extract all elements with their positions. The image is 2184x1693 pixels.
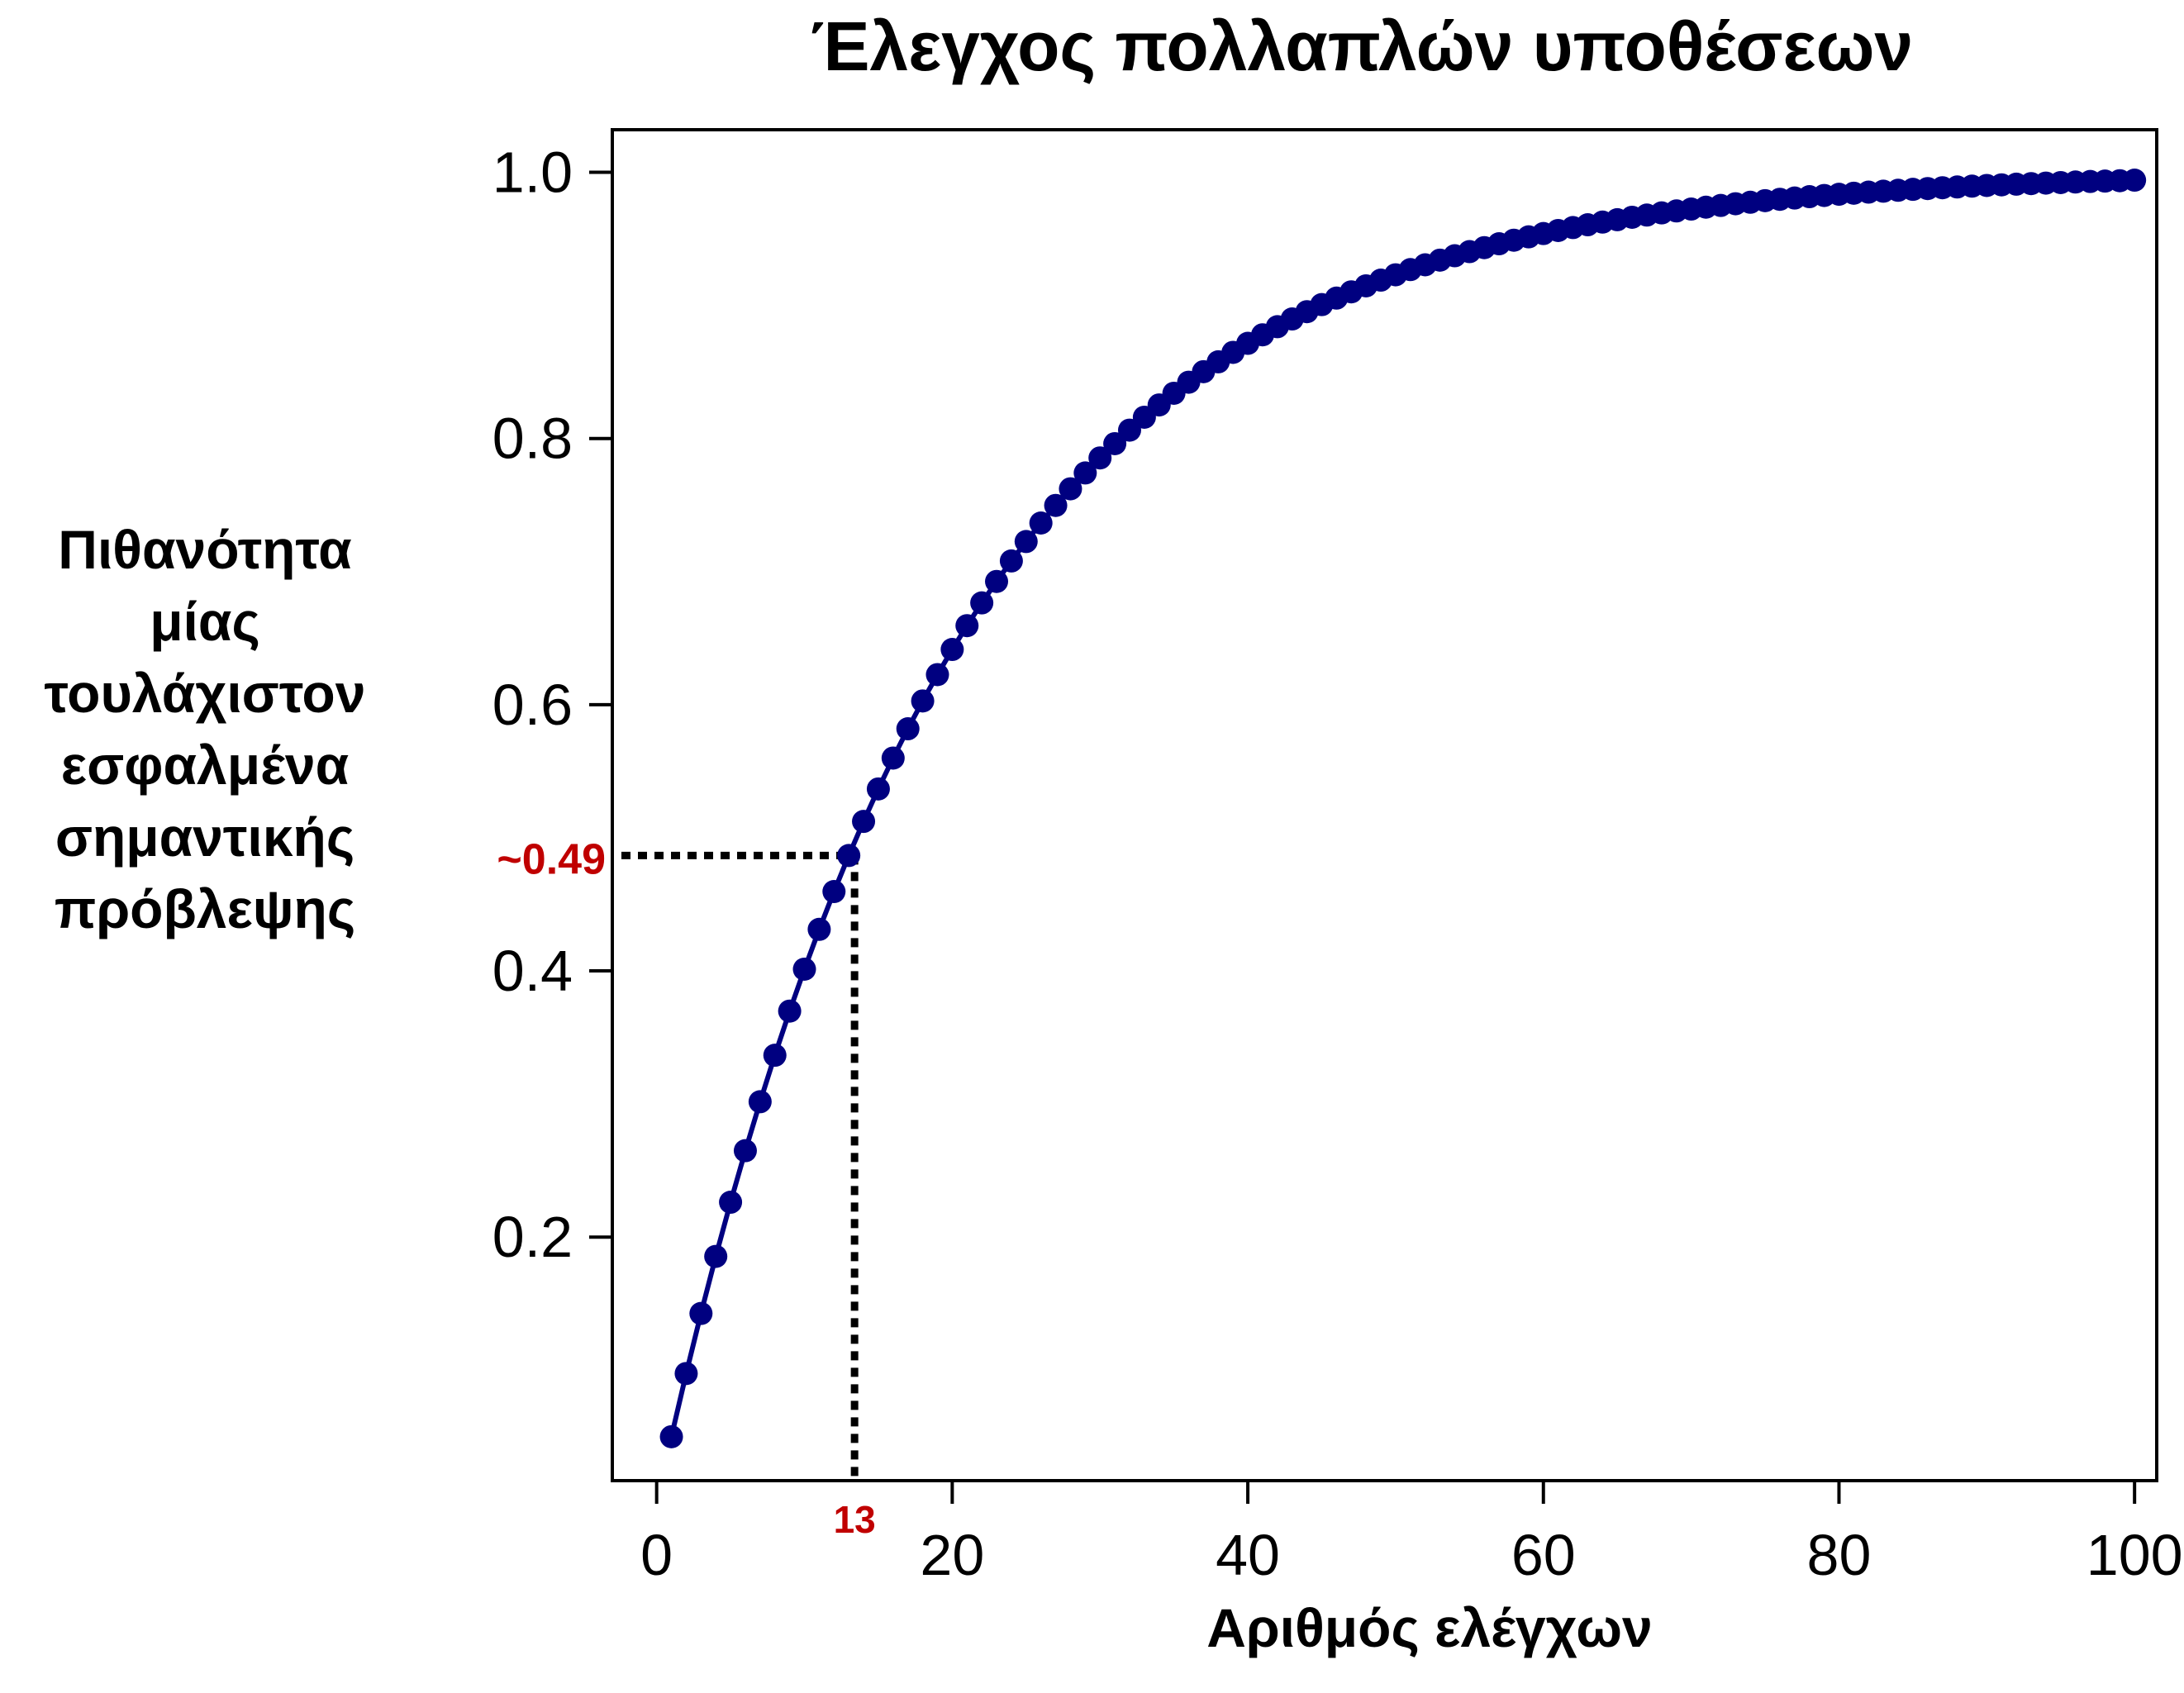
y-axis-label-line: Πιθανότητα	[58, 519, 351, 580]
threshold-annotation: ~0.49 13	[497, 835, 875, 1541]
data-point	[2123, 169, 2147, 193]
x-tick-label: 60	[1511, 1523, 1576, 1587]
data-point	[881, 746, 905, 770]
y-tick-label: 1.0	[492, 140, 573, 205]
y-tick-label: 0.4	[492, 939, 573, 1003]
y-tick-label: 0.8	[492, 407, 573, 471]
y-axis-label-line: πρόβλεψης	[55, 878, 355, 939]
y-tick-label: 0.2	[492, 1205, 573, 1269]
data-point	[822, 880, 846, 904]
data-point	[1088, 446, 1112, 470]
data-series	[659, 169, 2147, 1448]
y-axis-label-line: μίας	[150, 591, 260, 652]
data-point	[999, 549, 1023, 573]
data-point	[837, 844, 861, 868]
y-axis-label: Πιθανότητα μίας τουλάχιστον εσφαλμένα σημαντ…	[45, 519, 366, 939]
data-point	[778, 999, 802, 1023]
data-point	[689, 1301, 713, 1325]
y-tick-label: 0.6	[492, 673, 573, 737]
annotation-x-label: 13	[834, 1498, 876, 1541]
data-point	[970, 591, 994, 615]
data-point	[896, 717, 920, 741]
data-point	[792, 957, 816, 981]
data-point	[659, 1424, 683, 1448]
chart-title: Έλεγχος πολλαπλών υποθέσεων	[811, 7, 1913, 85]
y-axis-label-line: εσφαλμένα	[61, 735, 349, 796]
data-point	[955, 614, 979, 638]
data-point	[866, 777, 890, 801]
data-point	[1103, 431, 1127, 455]
y-axis-label-line: τουλάχιστον	[45, 663, 366, 724]
data-point	[719, 1191, 743, 1215]
x-tick-label: 80	[1807, 1523, 1872, 1587]
series-line	[669, 178, 2135, 1438]
data-point	[748, 1090, 772, 1114]
x-tick-label: 40	[1216, 1523, 1280, 1587]
x-axis: 0 20 40 60 80 100	[640, 1481, 2183, 1587]
annotation-y-label: ~0.49	[497, 835, 606, 883]
data-point	[704, 1244, 728, 1268]
data-point	[1029, 511, 1053, 535]
data-point	[985, 569, 1009, 593]
data-point	[925, 663, 949, 687]
x-tick-label: 20	[920, 1523, 984, 1587]
x-axis-label: Αριθμός ελέγχων	[1206, 1597, 1652, 1658]
data-point	[733, 1139, 757, 1163]
data-point	[1073, 461, 1097, 485]
x-tick-label: 100	[2086, 1523, 2183, 1587]
data-point	[763, 1044, 787, 1068]
data-point	[807, 917, 831, 941]
data-point	[674, 1362, 698, 1386]
data-point	[940, 638, 964, 662]
data-point	[911, 689, 935, 713]
y-axis-label-line: σημαντικής	[55, 806, 354, 868]
data-point	[852, 810, 876, 834]
plot-frame	[611, 128, 2158, 1482]
data-point	[1044, 493, 1068, 517]
data-point	[1014, 530, 1038, 554]
y-axis: 0.2 0.4 0.6 0.8 1.0	[492, 140, 612, 1269]
x-tick-label: 0	[640, 1523, 673, 1587]
data-point	[1059, 477, 1082, 501]
